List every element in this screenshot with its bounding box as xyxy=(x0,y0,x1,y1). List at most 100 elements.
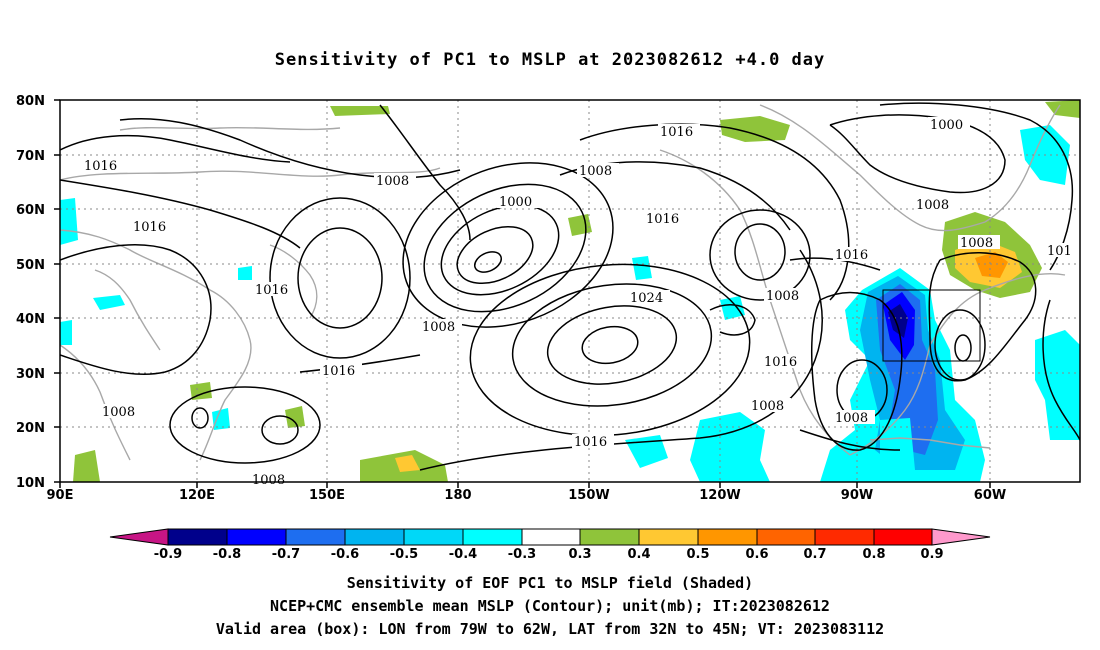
shade-neg-region xyxy=(720,296,745,320)
contour-label: 1016 xyxy=(764,355,797,370)
lat-label: 20N xyxy=(16,421,45,436)
sensitivity-shading xyxy=(60,100,1080,482)
lon-label: 60W xyxy=(974,488,1006,503)
contour-label: 101 xyxy=(1047,244,1072,259)
colorbar-cell xyxy=(638,528,699,546)
colorbar-label: 0.4 xyxy=(627,547,650,562)
lat-label: 80N xyxy=(16,94,45,109)
lat-label: 70N xyxy=(16,149,45,164)
contour-label: 1016 xyxy=(322,364,355,379)
contour-label: 1008 xyxy=(751,399,784,414)
shade-neg-region xyxy=(880,418,915,470)
lon-label: 150E xyxy=(309,488,345,503)
colorbar-cell xyxy=(344,528,405,546)
shade-pos-region xyxy=(395,455,420,472)
colorbar-cell xyxy=(931,528,991,546)
shade-pos-region xyxy=(73,450,100,482)
lon-label: 150W xyxy=(568,488,609,503)
contour-label: 1024 xyxy=(630,291,663,306)
colorbar-label: 0.9 xyxy=(920,547,943,562)
colorbar-label: 0.7 xyxy=(803,547,826,562)
caption-line-3: Valid area (box): LON from 79W to 62W, L… xyxy=(215,620,885,638)
colorbar-label: -0.7 xyxy=(272,547,300,562)
shade-neg-region xyxy=(93,295,125,310)
colorbar-label: 0.6 xyxy=(745,547,768,562)
contour-label: 1008 xyxy=(376,174,409,189)
contour-label: 1000 xyxy=(930,118,963,133)
lon-label: 120W xyxy=(699,488,740,503)
colorbar-label: -0.6 xyxy=(331,547,359,562)
lon-label: 90W xyxy=(841,488,873,503)
shade-neg-region xyxy=(888,304,908,338)
colorbar-label: -0.4 xyxy=(449,547,477,562)
contour-label: 1008 xyxy=(422,320,455,335)
colorbar-label: -0.8 xyxy=(213,547,241,562)
shade-neg-region xyxy=(632,256,652,280)
contour-label: 1008 xyxy=(960,236,993,251)
contour-label: 1008 xyxy=(579,164,612,179)
shade-pos-region xyxy=(975,252,1008,278)
contour-label: 1008 xyxy=(916,198,949,213)
shade-pos-region xyxy=(720,116,790,142)
lat-label: 40N xyxy=(16,312,45,327)
contour-labels: 1016 1008 1016 1000 1008 1016 1000 1008 … xyxy=(82,117,1080,488)
colorbar-cell xyxy=(521,528,581,546)
lat-label: 30N xyxy=(16,367,45,382)
shade-pos-region xyxy=(285,406,305,428)
contour-label: 1000 xyxy=(499,195,532,210)
colorbar-cell xyxy=(403,528,464,546)
colorbar-labels: -0.9 -0.8 -0.7 -0.6 -0.5 -0.4 -0.3 0.3 0… xyxy=(154,547,944,562)
contour-label: 1008 xyxy=(835,411,868,426)
shade-neg-region xyxy=(1035,330,1080,440)
contour-label: 1016 xyxy=(84,159,117,174)
latitude-labels: 80N 70N 60N 50N 40N 30N 20N 10N xyxy=(16,94,45,491)
axis-ticks xyxy=(54,99,991,488)
colorbar-cell xyxy=(167,528,228,546)
contour-label: 1016 xyxy=(133,220,166,235)
colorbar-label: 0.3 xyxy=(568,547,591,562)
shade-neg-region xyxy=(60,198,78,245)
contour-label: 1016 xyxy=(646,212,679,227)
shade-neg-region xyxy=(238,266,252,280)
valid-area-box xyxy=(882,289,981,362)
contour-label: 1008 xyxy=(252,473,285,488)
shade-neg-region xyxy=(690,412,770,482)
shade-neg-region xyxy=(212,408,230,430)
coastlines xyxy=(60,104,1066,461)
colorbar-cell xyxy=(285,528,346,546)
shade-neg-region xyxy=(905,380,935,425)
colorbar-cell xyxy=(109,528,169,546)
caption-line-1: Sensitivity of EOF PC1 to MSLP field (Sh… xyxy=(346,574,754,592)
colorbar-cell xyxy=(873,528,933,546)
lon-label: 180 xyxy=(444,488,471,503)
colorbar-label: 0.8 xyxy=(862,547,885,562)
colorbar-label: -0.5 xyxy=(390,547,418,562)
shade-pos-region xyxy=(1045,100,1080,118)
caption-line-2: NCEP+CMC ensemble mean MSLP (Contour); u… xyxy=(270,597,830,615)
colorbar-cell xyxy=(814,528,875,546)
contour-label: 1008 xyxy=(102,405,135,420)
colorbar-cell xyxy=(579,528,640,546)
map-frame xyxy=(59,99,1081,483)
colorbar-cell xyxy=(226,528,287,546)
longitude-labels: 90E 120E 150E 180 150W 120W 90W 60W xyxy=(47,488,1007,503)
shade-pos-region xyxy=(190,382,212,400)
lat-label: 10N xyxy=(16,476,45,491)
colorbar-cell xyxy=(462,528,523,546)
contour-label: 1016 xyxy=(660,125,693,140)
contour-label: 1016 xyxy=(255,283,288,298)
chart-title: Sensitivity of PC1 to MSLP at 2023082612… xyxy=(274,50,826,70)
colorbar-label: -0.3 xyxy=(508,547,536,562)
contour-label: 1016 xyxy=(835,248,868,263)
contour-label: 1008 xyxy=(766,289,799,304)
lat-label: 60N xyxy=(16,203,45,218)
shade-pos-region xyxy=(330,106,390,116)
shade-neg-region xyxy=(625,435,668,468)
grid-lines xyxy=(60,100,1080,482)
lon-label: 90E xyxy=(47,488,74,503)
lat-label: 50N xyxy=(16,258,45,273)
shade-neg-region xyxy=(60,320,72,345)
colorbar-cell xyxy=(697,528,758,546)
